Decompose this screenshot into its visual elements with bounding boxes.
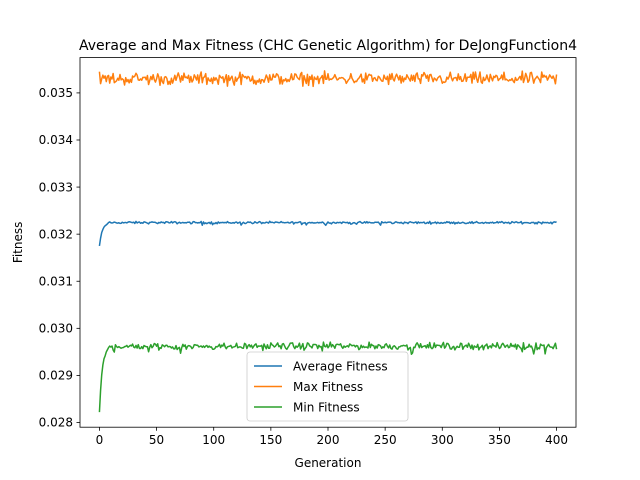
- x-tick-label: 350: [488, 433, 511, 447]
- legend-box: [246, 351, 409, 422]
- legend-label-min: Min Fitness: [293, 401, 360, 415]
- series-line-min-fitness: [98, 341, 558, 413]
- y-axis-label: Fitness: [11, 222, 25, 264]
- x-tick-label: 250: [374, 433, 397, 447]
- x-axis-ticks: 0 50 100 150 200 250 300 350 400: [96, 427, 568, 447]
- series-line-max-fitness: [98, 70, 558, 88]
- chart-title: Average and Max Fitness (CHC Genetic Alg…: [79, 38, 577, 54]
- y-tick-label: 0.034: [39, 133, 73, 147]
- y-tick-label: 0.031: [39, 274, 73, 288]
- y-tick-label: 0.033: [39, 180, 73, 194]
- x-tick-label: 150: [259, 433, 282, 447]
- legend-label-max: Max Fitness: [293, 380, 363, 394]
- x-tick-label: 300: [431, 433, 454, 447]
- y-tick-label: 0.028: [39, 416, 73, 430]
- x-tick-label: 200: [317, 433, 340, 447]
- x-axis-label: Generation: [295, 456, 362, 470]
- plot-lines: [98, 70, 558, 413]
- x-tick-label: 400: [545, 433, 568, 447]
- y-tick-label: 0.035: [39, 86, 73, 100]
- y-tick-label: 0.029: [39, 369, 73, 383]
- series-line-average-fitness: [98, 220, 557, 247]
- y-tick-label: 0.032: [39, 227, 73, 241]
- legend-label-average: Average Fitness: [293, 360, 388, 374]
- x-tick-label: 50: [149, 433, 164, 447]
- x-tick-label: 100: [202, 433, 225, 447]
- x-tick-label: 0: [96, 433, 104, 447]
- y-tick-label: 0.030: [39, 322, 73, 336]
- legend: Average Fitness Max Fitness Min Fitness: [246, 351, 409, 422]
- y-axis-ticks: 0.028 0.029 0.030 0.031 0.032 0.033 0.034 0.035: [39, 86, 80, 430]
